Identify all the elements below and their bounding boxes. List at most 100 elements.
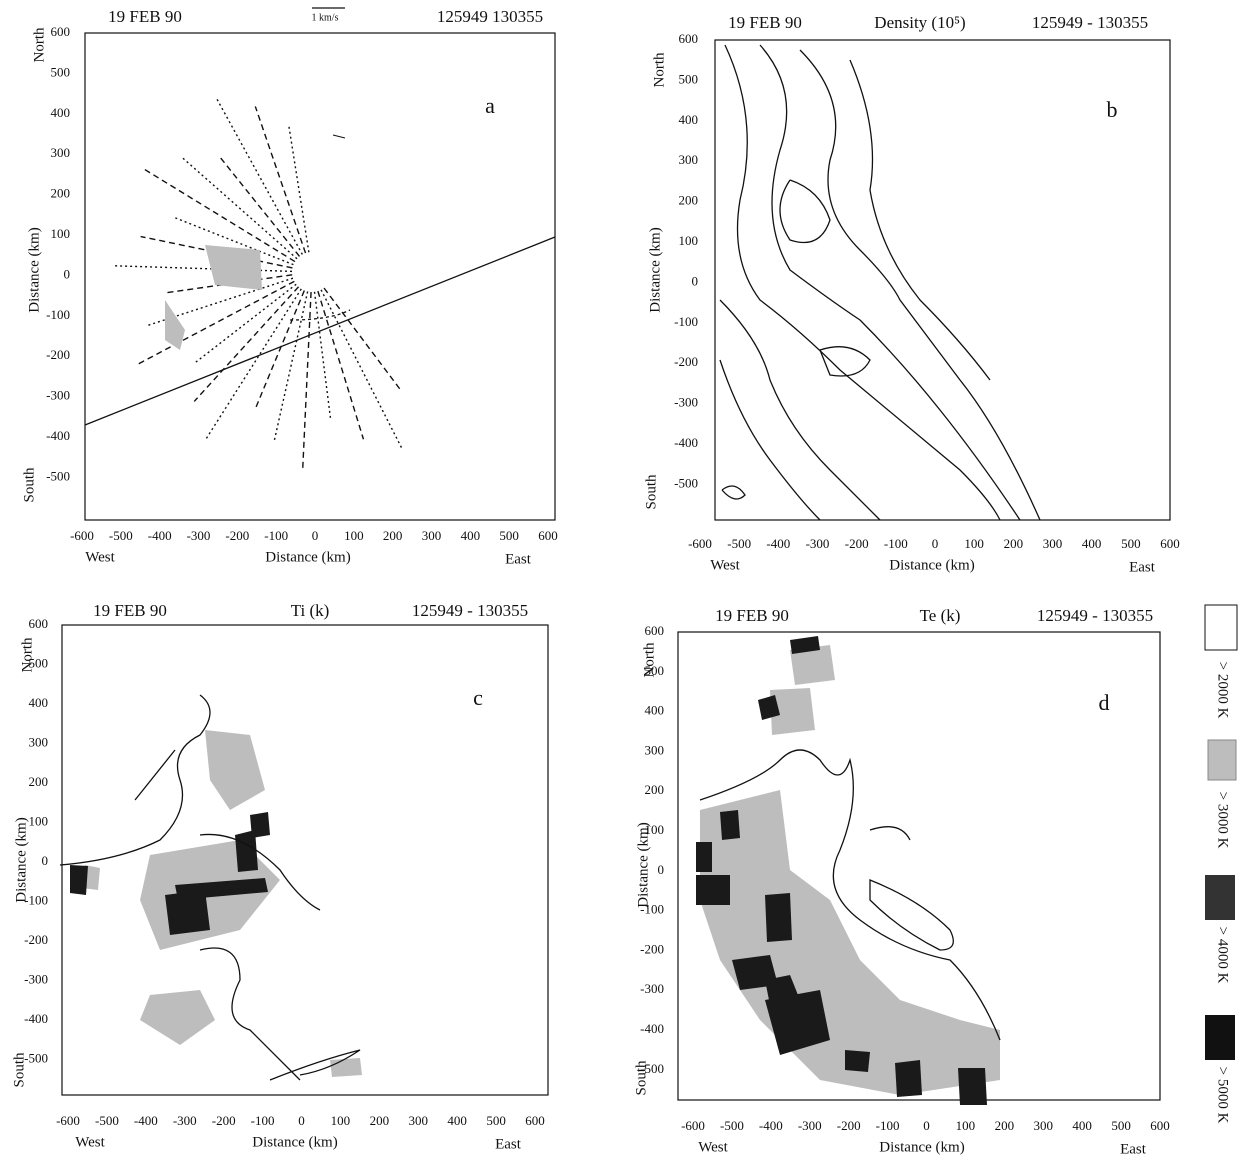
x-tick-label: -600: [681, 1118, 705, 1133]
panel-date: 19 FEB 90: [728, 13, 802, 32]
x-tick-label: -100: [251, 1113, 275, 1128]
y-tick-label: 100: [679, 233, 699, 248]
y-tick-label: 500: [679, 71, 699, 86]
y-tick-label: -500: [46, 468, 70, 483]
y-tick-label: -200: [46, 347, 70, 362]
contours: [719, 44, 1041, 521]
x-tick-label: 600: [538, 528, 558, 543]
x-tick-label: 200: [370, 1113, 390, 1128]
panel-letter: b: [1107, 97, 1118, 122]
y-tick-label: 100: [29, 813, 49, 828]
x-tick-label: -500: [720, 1118, 744, 1133]
x-tick-label: 200: [995, 1118, 1015, 1133]
x-axis-label: Distance (km): [889, 557, 974, 573]
y-tick-label: -500: [674, 475, 698, 490]
temperature-regions: [59, 694, 362, 1081]
flow-vector: [193, 286, 300, 402]
east-label: East: [1120, 1141, 1147, 1157]
legend-label: > 5000 K: [1215, 1067, 1231, 1124]
y-axis-label: Distance (km): [13, 817, 29, 902]
south-label: South: [643, 474, 659, 510]
flow-vector: [134, 280, 295, 367]
x-tick-label: 400: [447, 1113, 467, 1128]
flow-vector: [301, 291, 312, 472]
x-tick-label: 200: [383, 528, 403, 543]
panel-letter: d: [1099, 690, 1110, 715]
flow-vector: [141, 166, 296, 263]
x-tick-label: -100: [264, 528, 288, 543]
x-tick-label: -400: [134, 1113, 158, 1128]
panel-letter: c: [473, 685, 483, 710]
y-tick-label: 600: [679, 31, 699, 46]
south-label: South: [21, 467, 37, 503]
x-tick-label: 100: [331, 1113, 351, 1128]
x-tick-label: 400: [1072, 1118, 1092, 1133]
legend-swatch: [1205, 1015, 1235, 1060]
x-tick-label: 500: [486, 1113, 506, 1128]
panel-quantity: Density (10⁵): [874, 13, 965, 32]
x-tick-label: 500: [1111, 1118, 1131, 1133]
west-label: West: [75, 1134, 105, 1150]
x-tick-label: -300: [173, 1113, 197, 1128]
y-axis-label: Distance (km): [647, 227, 663, 312]
y-tick-label: 200: [29, 774, 49, 789]
legend-label: > 3000 K: [1215, 792, 1231, 849]
flow-vector: [217, 154, 301, 257]
flow-vector: [180, 155, 298, 260]
y-tick-label: 0: [42, 853, 49, 868]
x-tick-label: 400: [461, 528, 481, 543]
panel-date: 19 FEB 90: [93, 601, 167, 620]
flow-vector: [215, 96, 303, 255]
y-tick-label: -100: [46, 307, 70, 322]
x-tick-label: -200: [225, 528, 249, 543]
y-tick-label: 300: [645, 742, 665, 757]
x-tick-label: -400: [766, 536, 790, 551]
panel-quantity: Te (k): [920, 606, 961, 625]
y-tick-label: -400: [640, 1021, 664, 1036]
y-tick-label: -100: [24, 892, 48, 907]
x-tick-label: 500: [1121, 536, 1141, 551]
flow-vector: [193, 283, 297, 365]
x-tick-label: -300: [798, 1118, 822, 1133]
x-tick-label: -500: [727, 536, 751, 551]
east-label: East: [505, 551, 532, 567]
plot-frame: [84, 32, 556, 521]
y-tick-label: -300: [24, 971, 48, 986]
y-tick-label: 500: [29, 655, 49, 670]
y-tick-label: 0: [658, 862, 665, 877]
x-tick-label: 400: [1082, 536, 1102, 551]
east-label: East: [1129, 559, 1156, 575]
x-axis-label: Distance (km): [265, 549, 350, 565]
x-tick-label: 600: [1150, 1118, 1170, 1133]
y-tick-label: -200: [24, 932, 48, 947]
south-label: South: [11, 1052, 27, 1088]
x-tick-label: -100: [876, 1118, 900, 1133]
panel-letter: a: [485, 93, 495, 118]
x-tick-label: -300: [806, 536, 830, 551]
y-tick-label: -400: [46, 428, 70, 443]
flow-vector: [273, 291, 309, 443]
y-tick-label: -200: [640, 941, 664, 956]
panel-quantity: Ti (k): [291, 601, 330, 620]
legend-label: > 4000 K: [1215, 927, 1231, 984]
y-tick-label: 100: [645, 822, 665, 837]
x-tick-label: -600: [688, 536, 712, 551]
x-tick-label: -300: [187, 528, 211, 543]
y-tick-label: 0: [64, 266, 71, 281]
panel-time: 125949 - 130355: [412, 601, 528, 620]
x-tick-label: 300: [422, 528, 442, 543]
y-tick-label: 300: [29, 734, 49, 749]
x-tick-label: 200: [1004, 536, 1024, 551]
flow-vector: [253, 290, 305, 411]
legend-label: > 2000 K: [1215, 662, 1231, 719]
y-tick-label: 600: [51, 24, 71, 39]
x-tick-label: -600: [56, 1113, 80, 1128]
flow-vector: [323, 287, 403, 393]
y-tick-label: -300: [46, 388, 70, 403]
west-label: West: [710, 557, 740, 573]
x-tick-label: 100: [956, 1118, 976, 1133]
y-tick-label: -500: [24, 1050, 48, 1065]
flow-vector: [317, 290, 365, 440]
y-tick-label: 600: [29, 616, 49, 631]
y-tick-label: 400: [29, 695, 49, 710]
